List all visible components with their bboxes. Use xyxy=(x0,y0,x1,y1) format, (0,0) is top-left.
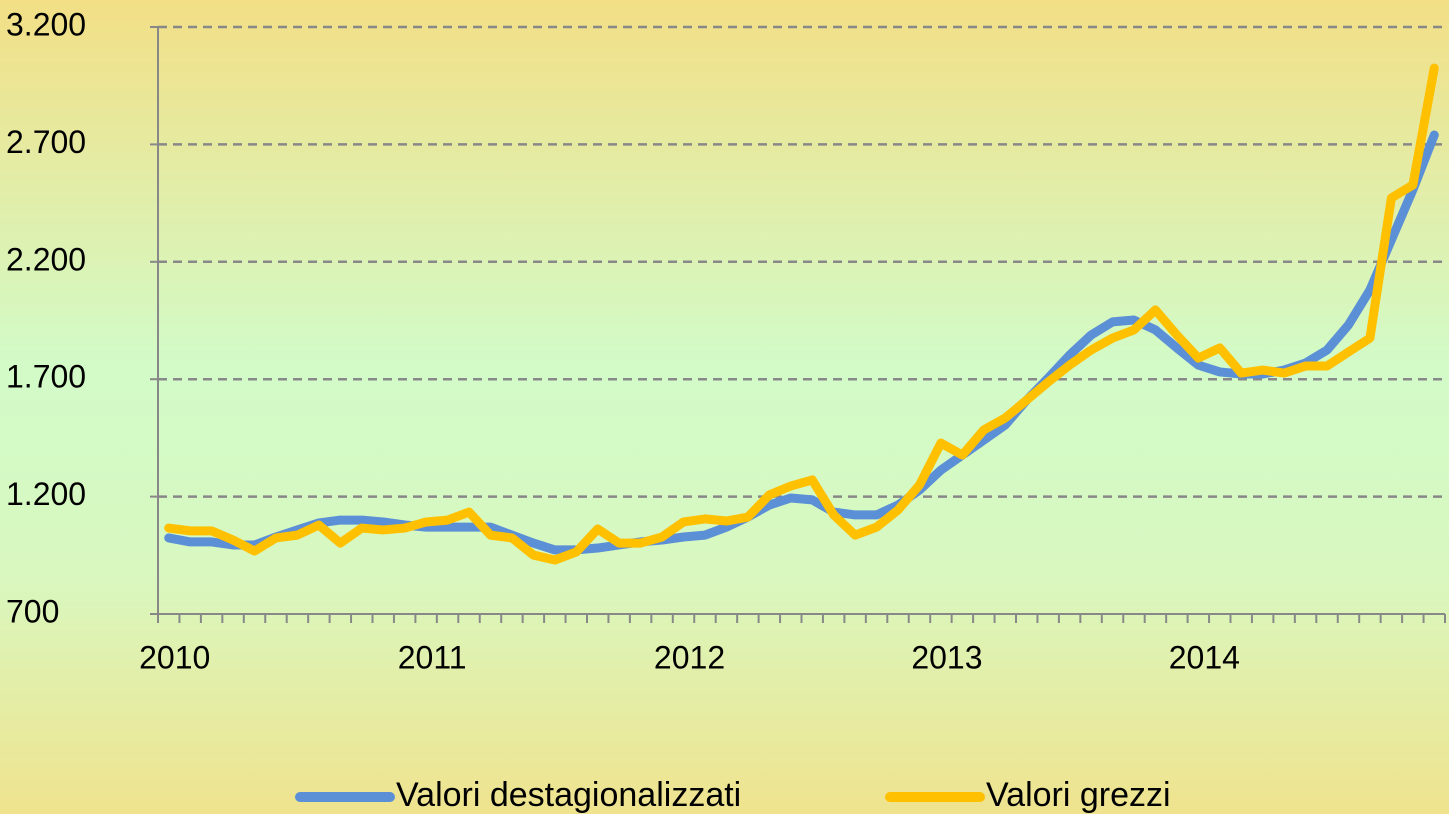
y-tick-label: 3.200 xyxy=(6,6,86,42)
x-tick-label: 2014 xyxy=(1169,639,1240,675)
x-tick-label: 2011 xyxy=(398,639,467,675)
y-tick-label: 1.700 xyxy=(6,359,86,395)
x-tick-label: 2010 xyxy=(139,639,210,675)
y-tick-label: 700 xyxy=(6,593,59,629)
legend-label: Valori destagionalizzati xyxy=(396,776,741,814)
series-line xyxy=(164,130,1439,555)
y-tick-label: 2.200 xyxy=(6,241,86,277)
y-tick-label: 2.700 xyxy=(6,124,86,160)
y-tick-label: 1.200 xyxy=(6,476,86,512)
legend-label: Valori grezzi xyxy=(986,776,1171,814)
x-tick-label: 2013 xyxy=(911,639,982,675)
series-line xyxy=(164,63,1439,565)
x-tick-label: 2012 xyxy=(654,639,725,675)
